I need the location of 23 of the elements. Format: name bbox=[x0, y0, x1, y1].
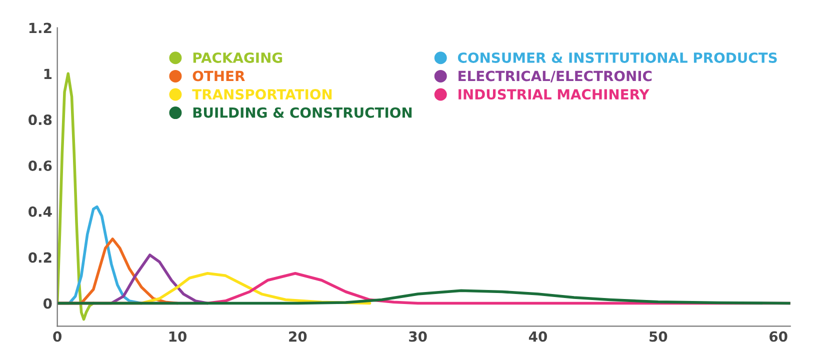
x-tick-label: 20 bbox=[289, 331, 307, 342]
y-tick-label: 0.4 bbox=[28, 206, 52, 217]
legend-label: TRANSPORTATION bbox=[192, 89, 332, 100]
legend-label: ELECTRICAL/ELECTRONIC bbox=[458, 70, 652, 82]
legend-label: OTHER bbox=[192, 70, 245, 82]
x-tick-label: 10 bbox=[169, 331, 186, 342]
y-tick-label: 0 bbox=[43, 298, 52, 309]
legend-label: BUILDING & CONSTRUCTION bbox=[193, 107, 412, 118]
legend-label: CONSUMER & INSTITUTIONAL PRODUCTS bbox=[458, 52, 777, 63]
x-tick-label: 0 bbox=[53, 331, 62, 342]
y-tick-label: 1 bbox=[44, 68, 52, 79]
legend-label: INDUSTRIAL MACHINERY bbox=[458, 89, 650, 100]
x-tick-label: 30 bbox=[409, 331, 427, 342]
legend-label: PACKAGING bbox=[193, 52, 282, 63]
line-series bbox=[57, 289, 790, 305]
y-tick-label: 0.8 bbox=[28, 114, 52, 126]
x-tick-label: 50 bbox=[650, 331, 668, 342]
y-tick-label: 1.2 bbox=[29, 22, 52, 34]
x-tick-label: 40 bbox=[528, 331, 547, 342]
y-tick-label: 0.2 bbox=[28, 252, 52, 263]
x-tick-label: 60 bbox=[770, 331, 788, 342]
line-series bbox=[57, 72, 95, 321]
y-tick-label: 0.6 bbox=[28, 160, 52, 171]
